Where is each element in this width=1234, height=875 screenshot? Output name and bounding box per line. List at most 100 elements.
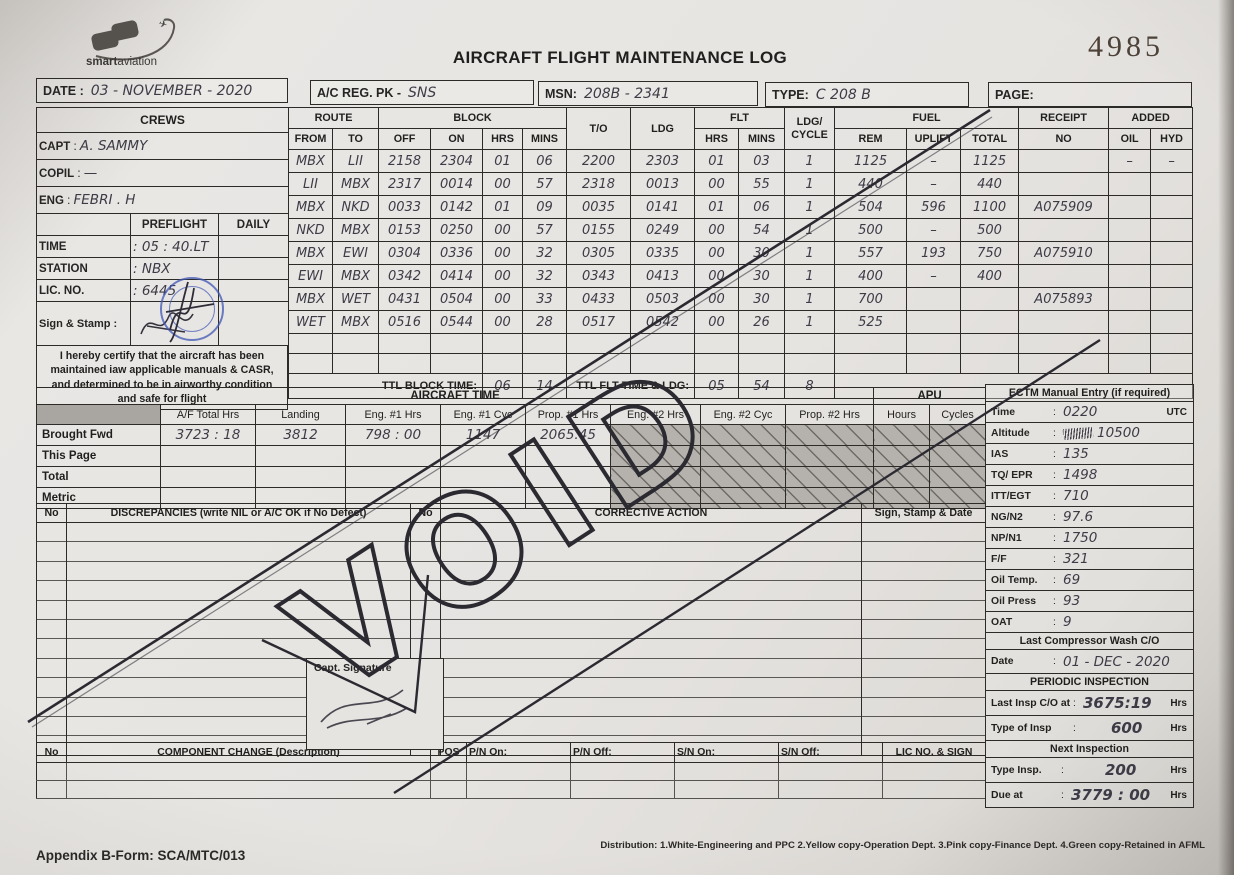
flight-cell-oil: – — [1108, 149, 1152, 173]
flight-cell-hrs: 00 — [482, 218, 524, 242]
comp-no-col: No — [36, 742, 67, 763]
discrepancy-row — [36, 696, 986, 717]
blank-header — [36, 404, 161, 425]
flight-row: EWI MBX 0342 0414 00 32 0343 0413 00 30 1 400–400 — [288, 264, 1194, 288]
flight-cell-on — [430, 353, 484, 374]
flight-cell-receipt: A075909 — [1018, 195, 1110, 219]
discrepancy-cell — [410, 560, 441, 581]
flight-cell-flt_mins: 30 — [738, 287, 786, 311]
oil-col: OIL — [1108, 128, 1152, 150]
discrepancy-row — [36, 560, 986, 581]
flight-cell-uplift — [906, 333, 962, 354]
atime-hatched-cell — [873, 445, 931, 467]
cycle-col: LDG/ CYCLE — [784, 107, 836, 150]
flight-cell-hrs — [482, 333, 524, 354]
ectm-panel: ECTM Manual Entry (if required) Time:022… — [985, 384, 1194, 808]
flight-cell-flt_mins: 55 — [738, 172, 786, 196]
discrepancy-cell — [440, 599, 862, 620]
flight-row: WET MBX 0516 0544 00 28 0517 0542 00 26 1 525 — [288, 310, 1194, 334]
atime-hatched-cell — [700, 466, 786, 488]
eng2-cyc-col: Eng. #2 Cyc — [700, 404, 786, 425]
flight-cell-on: 0336 — [430, 241, 484, 265]
logo-swoosh: ✈ — [95, 18, 176, 61]
flight-cell-rem: 525 — [834, 310, 908, 334]
discrepancy-cell — [440, 657, 862, 678]
discrepancy-cell — [66, 599, 411, 620]
crews-title: CREWS — [35, 107, 290, 133]
flight-cell-flt_hrs — [694, 333, 740, 354]
flight-cell-ldg: 0013 — [630, 172, 696, 196]
flight-cell-receipt: A075910 — [1018, 241, 1110, 265]
ectm-label: NG/N2 — [991, 511, 1023, 523]
pn-off-col: P/N Off: — [570, 742, 675, 763]
flight-cell-from: MBX — [288, 149, 333, 173]
flight-cell-off: 0153 — [378, 218, 432, 242]
on-col: ON — [430, 128, 484, 150]
flight-cell-hrs: 01 — [482, 149, 524, 173]
atime-value-0: 3723 : 18 — [160, 424, 256, 446]
atime-value-3: 1147 — [440, 424, 526, 446]
type-insp-row: Type Insp.: 200 Hrs — [986, 758, 1193, 783]
flight-cell-oil — [1108, 218, 1152, 242]
flight-cell-flt_mins: 30 — [738, 241, 786, 265]
flight-cell-t_o — [566, 333, 632, 354]
discrepancies-header: No DISCREPANCIES (write NIL or A/C OK if… — [36, 503, 986, 523]
flight-cell-on: 0142 — [430, 195, 484, 219]
flight-cell-t_o: 0155 — [566, 218, 632, 242]
total-col: TOTAL — [960, 128, 1020, 150]
flight-cell-cycle — [784, 353, 836, 374]
ectm-colon: : — [1053, 448, 1056, 460]
msn-field: MSN: 208B - 2341 — [538, 81, 758, 106]
ectm-row: Time:0220 UTC — [986, 402, 1193, 423]
compressor-wash-title: Last Compressor Wash C/O — [986, 633, 1193, 650]
eng1-hrs-col: Eng. #1 Hrs — [345, 404, 441, 425]
ectm-label: Altitude — [991, 427, 1030, 439]
flight-cell-cycle: 1 — [784, 195, 836, 219]
type-of-insp-row: Type of Insp: 600 Hrs — [986, 716, 1193, 741]
flight-cell-off: 0516 — [378, 310, 432, 334]
eng-row: ENG : FEBRI . H — [35, 186, 290, 214]
atime-value-2 — [345, 466, 441, 488]
discrepancy-cell — [66, 580, 411, 601]
flight-cell-uplift: – — [906, 218, 962, 242]
discrepancy-cell — [36, 560, 67, 581]
discrepancy-cell — [66, 541, 411, 562]
flight-cell-oil — [1108, 241, 1152, 265]
type-insp-label: Type Insp. — [991, 764, 1042, 776]
aircraft-time-title: AIRCRAFT TIME — [35, 387, 875, 405]
atime-value-0 — [160, 466, 256, 488]
ectm-colon: : — [1053, 406, 1056, 418]
copil-label: COPIL — [39, 168, 75, 180]
sn-on-col: S/N On: — [674, 742, 779, 763]
flight-cell-hrs: 00 — [482, 287, 524, 311]
lic-sign-col: LIC NO. & SIGN — [882, 742, 986, 763]
flight-row: NKD MBX 0153 0250 00 57 0155 0249 00 54 1 500–500 — [288, 218, 1194, 242]
ectm-colon: : — [1053, 595, 1056, 607]
eng-label: ENG — [39, 195, 64, 207]
flight-cell-from — [288, 353, 333, 374]
discrepancy-row — [36, 638, 986, 659]
wash-date-row: Date: 01 - DEC - 2020 — [986, 650, 1193, 674]
atime-value-1 — [255, 445, 346, 467]
flight-sub-header: FROM TO OFF ON HRS MINS HRS MINS REM UPL… — [288, 128, 1194, 150]
fuel-group: FUEL — [834, 107, 1020, 129]
flight-row: LII MBX 2317 0014 00 57 2318 0013 00 55 1 440–440 — [288, 172, 1194, 196]
flight-cell-off — [378, 333, 432, 354]
flight-row: MBX NKD 0033 0142 01 09 0035 0141 01 06 1 504 596 110… — [288, 195, 1194, 219]
serial-number: 4985 — [1088, 30, 1164, 63]
flight-cell-rem: 440 — [834, 172, 908, 196]
flight-cell-oil — [1108, 287, 1152, 311]
type-of-insp-unit: Hrs — [1170, 722, 1187, 734]
flight-cell-ldg — [630, 353, 696, 374]
flight-cell-ldg: 0542 — [630, 310, 696, 334]
flight-row-blank — [288, 333, 1194, 354]
form-title: AIRCRAFT FLIGHT MAINTENANCE LOG — [452, 48, 788, 67]
flight-cell-cycle: 1 — [784, 310, 836, 334]
lic-label: LIC. NO. — [36, 279, 131, 302]
capt-row: CAPT : A. SAMMY — [35, 132, 290, 160]
smartaviation-logo: ✈ smartaviation — [78, 14, 228, 76]
receipt-no-col: NO — [1018, 128, 1110, 150]
flight-cell-hrs: 00 — [482, 264, 524, 288]
ectm-colon: : — [1053, 490, 1056, 502]
flight-cell-oil — [1108, 195, 1152, 219]
